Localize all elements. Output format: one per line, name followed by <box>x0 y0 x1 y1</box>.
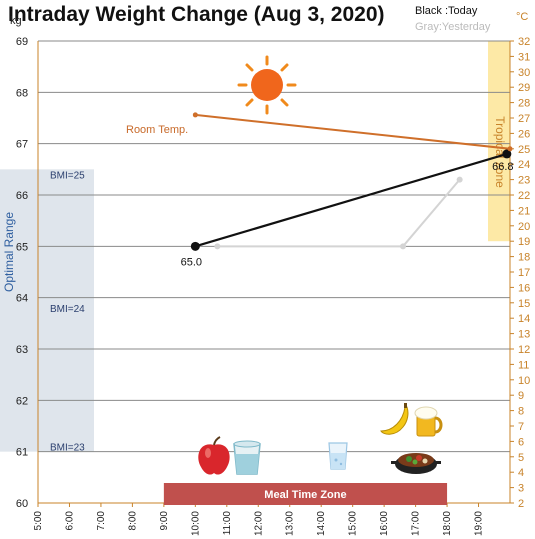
series-point <box>192 112 198 118</box>
series-line-today <box>195 152 508 248</box>
tropical-zone-label: Tropical zone <box>493 116 507 188</box>
series-layer: 65.0 66.8 <box>181 112 514 268</box>
y-tick-label-right: 7 <box>518 421 524 433</box>
y-tick-label-right: 27 <box>518 113 530 125</box>
x-tick-label: 19:00 <box>474 511 485 536</box>
y-tick-label: 68 <box>16 87 28 99</box>
series-point <box>214 243 221 250</box>
y-ticks-right: 2345678910111213141516171819202122232425… <box>510 36 530 510</box>
y-tick-label-right: 25 <box>518 144 530 156</box>
y-tick-label-right: 12 <box>518 344 530 356</box>
series-point <box>456 176 463 183</box>
x-tick-label: 8:00 <box>127 511 138 531</box>
y-tick-label-right: 18 <box>518 252 530 264</box>
y-tick-label-right: 11 <box>518 359 529 371</box>
series-line-yesterday <box>217 178 461 248</box>
x-tick-label: 13:00 <box>285 511 296 536</box>
x-tick-label: 7:00 <box>96 511 107 531</box>
y-tick-label: 69 <box>16 36 28 48</box>
series-point <box>400 243 407 250</box>
meal-time-zone-label: Meal Time Zone <box>264 489 346 501</box>
bmi-label: BMI=24 <box>50 304 85 315</box>
x-tick-label: 17:00 <box>411 511 422 536</box>
x-ticks: 5:00 6:00 7:00 8:00 9:00 10:00 11:00 12:00 13:00… <box>33 503 485 536</box>
series-point <box>190 241 200 251</box>
legend-today: Black :Today <box>415 5 478 17</box>
y-tick-label-right: 32 <box>518 36 530 48</box>
bmi-label: BMI=25 <box>50 170 85 181</box>
apple-icon <box>198 436 230 475</box>
x-tick-label: 9:00 <box>159 511 170 531</box>
beer-mug-icon <box>414 406 443 437</box>
x-tick-label: 14:00 <box>316 511 327 536</box>
x-tick-label: 15:00 <box>348 511 359 536</box>
y-tick-label-right: 29 <box>518 82 530 94</box>
hotpot-icon <box>391 453 441 474</box>
series-point <box>502 149 512 159</box>
banana-icon <box>380 403 409 435</box>
x-tick-label: 11:00 <box>222 511 233 536</box>
y-tick-label-right: 22 <box>518 190 530 202</box>
y-tick-label-right: 6 <box>518 436 524 448</box>
y-tick-label: 64 <box>16 293 28 305</box>
y-tick-label: 60 <box>16 498 28 510</box>
x-tick-label: 18:00 <box>442 511 453 536</box>
y-tick-label-right: 30 <box>518 67 530 79</box>
y-tick-label-right: 9 <box>518 390 524 402</box>
y-tick-label-right: 21 <box>518 205 530 217</box>
tropical-zone-band <box>488 41 510 242</box>
room-temp-label: Room Temp. <box>126 124 188 136</box>
y-unit-left: kg <box>10 15 22 27</box>
x-tick-label: 12:00 <box>253 511 264 536</box>
y-tick-label: 67 <box>16 139 28 151</box>
chart-title: Intraday Weight Change (Aug 3, 2020) <box>8 3 385 26</box>
y-tick-label-right: 31 <box>518 51 530 63</box>
y-tick-label: 61 <box>16 447 28 459</box>
data-label: 66.8 <box>492 161 513 173</box>
y-tick-label-right: 4 <box>518 467 524 479</box>
y-ticks-left: 60 61 62 63 64 65 66 67 68 69 <box>16 36 28 510</box>
water-glass-icon <box>328 442 348 470</box>
y-tick-label-right: 8 <box>518 406 524 418</box>
glass-icon <box>233 440 261 475</box>
x-tick-label: 10:00 <box>190 511 201 536</box>
y-tick-label-right: 20 <box>518 221 530 233</box>
y-tick-label-right: 5 <box>518 452 524 464</box>
y-tick-label-right: 16 <box>518 282 530 294</box>
y-tick-label: 65 <box>16 241 28 253</box>
y-tick-label: 62 <box>16 395 28 407</box>
x-tick-label: 16:00 <box>379 511 390 536</box>
optimal-range-label: Optimal Range <box>2 212 16 292</box>
y-tick-label-right: 15 <box>518 298 530 310</box>
y-tick-label-right: 10 <box>518 375 530 387</box>
y-tick-label-right: 13 <box>518 329 530 341</box>
y-tick-label-right: 24 <box>518 159 530 171</box>
y-tick-label-right: 23 <box>518 175 530 187</box>
y-unit-right: °C <box>516 11 528 23</box>
y-tick-label-right: 3 <box>518 483 524 495</box>
series-point <box>507 146 513 152</box>
data-label: 65.0 <box>181 256 202 268</box>
y-tick-label-right: 28 <box>518 98 530 110</box>
y-tick-label: 66 <box>16 190 28 202</box>
x-tick-label: 5:00 <box>33 511 44 531</box>
y-tick-label-right: 19 <box>518 236 530 248</box>
y-tick-label-right: 17 <box>518 267 530 279</box>
meal-time-zone-bar <box>163 483 448 505</box>
y-tick-label-right: 2 <box>518 498 524 510</box>
series-line-room-temp- <box>195 113 511 150</box>
optimal-range-band <box>0 169 94 452</box>
x-tick-label: 6:00 <box>64 511 75 531</box>
bmi-label: BMI=23 <box>50 443 85 454</box>
y-tick-label: 63 <box>16 344 28 356</box>
sun-icon <box>237 55 297 115</box>
y-tick-label-right: 26 <box>518 128 530 140</box>
grid-lines <box>38 40 510 453</box>
y-tick-label-right: 14 <box>518 313 530 325</box>
bmi-labels: BMI=25 BMI=24 BMI=23 <box>50 170 85 453</box>
legend-yesterday: Gray:Yesterday <box>415 21 491 33</box>
